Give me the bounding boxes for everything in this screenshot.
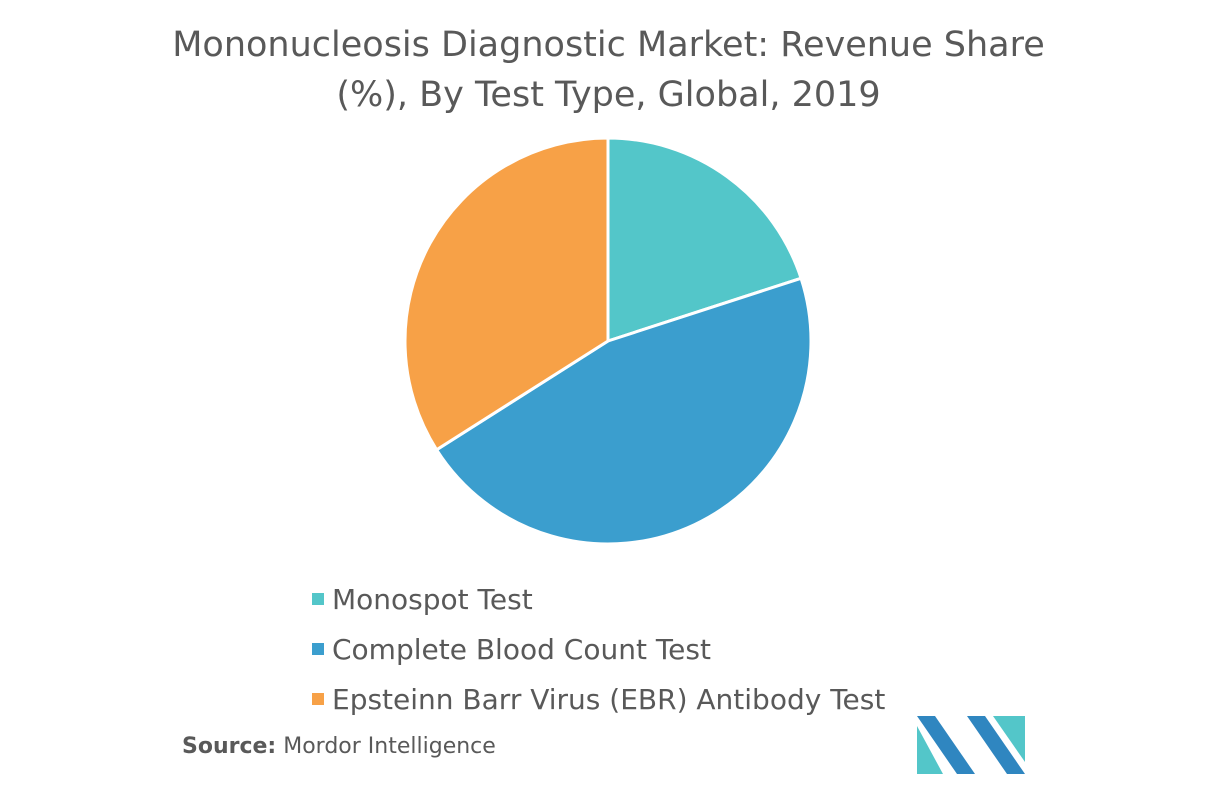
legend-swatch-ebv <box>312 693 324 705</box>
logo-triangle-left <box>917 726 943 774</box>
source-label: Source: <box>182 734 277 759</box>
legend-item-ebv: Epsteinn Barr Virus (EBR) Antibody Test <box>312 674 885 724</box>
legend-swatch-cbc <box>312 643 324 655</box>
pie-slice-cbc <box>434 276 813 546</box>
legend-label-monospot: Monospot Test <box>332 582 533 616</box>
legend-swatch-monospot <box>312 593 324 605</box>
legend-label-cbc: Complete Blood Count Test <box>332 632 711 666</box>
legend: Monospot Test Complete Blood Count Test … <box>312 574 885 724</box>
pie-slice-monospot <box>606 136 803 344</box>
chart-title-line-2: (%), By Test Type, Global, 2019 <box>336 75 881 115</box>
legend-label-ebv: Epsteinn Barr Virus (EBR) Antibody Test <box>332 682 886 716</box>
source-note: Source: Mordor Intelligence <box>182 734 496 759</box>
chart-title-line-1: Mononucleosis Diagnostic Market: Revenue… <box>172 25 1045 65</box>
chart-title: Mononucleosis Diagnostic Market: Revenue… <box>60 20 1157 120</box>
logo-triangle-right <box>993 716 1025 762</box>
legend-item-cbc: Complete Blood Count Test <box>312 624 885 674</box>
legend-item-monospot: Monospot Test <box>312 574 885 624</box>
logo-stroke-left <box>917 716 975 774</box>
source-text: Mordor Intelligence <box>283 734 496 759</box>
logo-stroke-right <box>967 716 1025 774</box>
mordor-intelligence-logo-icon <box>917 716 1025 774</box>
pie-slice-ebv <box>403 136 610 452</box>
